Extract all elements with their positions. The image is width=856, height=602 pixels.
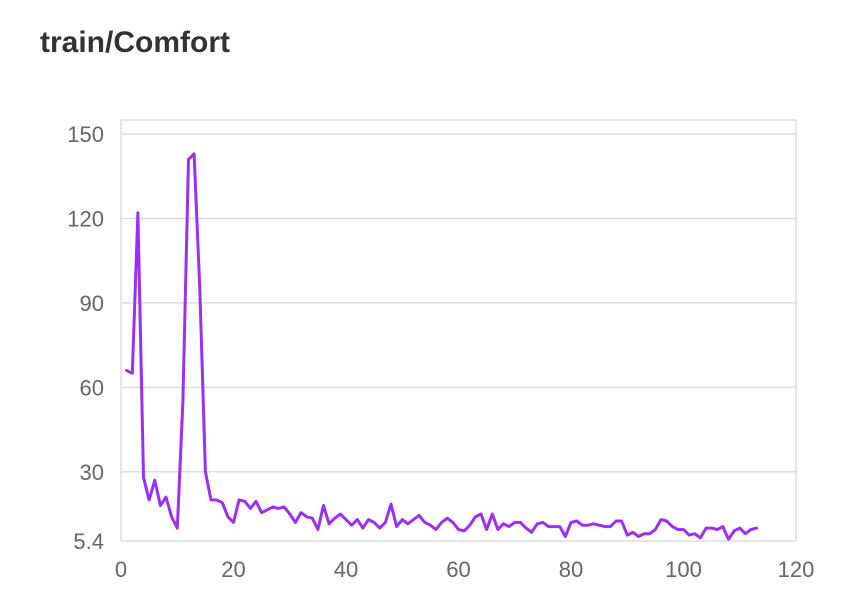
x-tick-label: 40 xyxy=(334,557,358,582)
x-tick-label: 80 xyxy=(559,557,583,582)
series-line xyxy=(125,152,759,541)
y-tick-label: 120 xyxy=(67,206,104,231)
chart-title: train/Comfort xyxy=(40,26,230,59)
x-tick-label: 20 xyxy=(221,557,245,582)
x-tick-label: 0 xyxy=(115,557,127,582)
y-tick-label: 60 xyxy=(80,375,104,400)
y-tick-label: 5.4 xyxy=(73,529,104,554)
x-tick-label: 100 xyxy=(665,557,702,582)
x-tick-label: 120 xyxy=(778,557,815,582)
y-tick-label: 30 xyxy=(80,460,104,485)
x-axis-ticks: 0 20 40 60 80 100 120 xyxy=(115,557,814,582)
y-tick-label: 150 xyxy=(67,122,104,147)
series-lines xyxy=(125,152,759,541)
x-tick-label: 60 xyxy=(446,557,470,582)
grid-lines xyxy=(120,119,797,542)
y-axis-ticks: 5.4 30 60 90 120 150 xyxy=(67,122,104,554)
y-tick-label: 90 xyxy=(80,291,104,316)
